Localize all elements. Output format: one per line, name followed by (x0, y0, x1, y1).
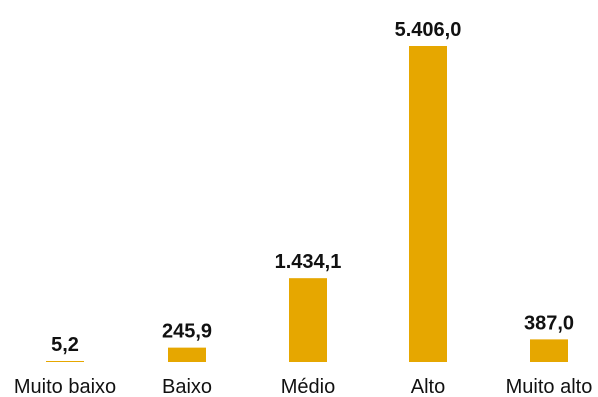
category-label-2: Médio (281, 376, 335, 397)
category-label-1: Baixo (162, 376, 212, 397)
value-label-1: 245,9 (162, 321, 212, 343)
bar-2 (289, 278, 327, 362)
category-label-4: Muito alto (506, 376, 593, 397)
value-label-0: 5,2 (51, 334, 79, 356)
bar-1 (168, 347, 206, 362)
value-label-4: 387,0 (524, 312, 574, 334)
value-label-2: 1.434,1 (275, 251, 342, 273)
bar-3 (409, 46, 447, 362)
category-label-3: Alto (411, 376, 445, 397)
category-label-0: Muito baixo (14, 376, 116, 397)
category-labels-layer: Muito baixo Baixo Médio Alto Muito alto (14, 376, 593, 397)
bars-layer (46, 46, 568, 362)
value-labels-layer: 5,2 245,9 1.434,1 5.406,0 387,0 (51, 19, 574, 356)
bar-0 (46, 361, 84, 362)
bar-4 (530, 339, 568, 362)
value-label-3: 5.406,0 (395, 19, 462, 41)
